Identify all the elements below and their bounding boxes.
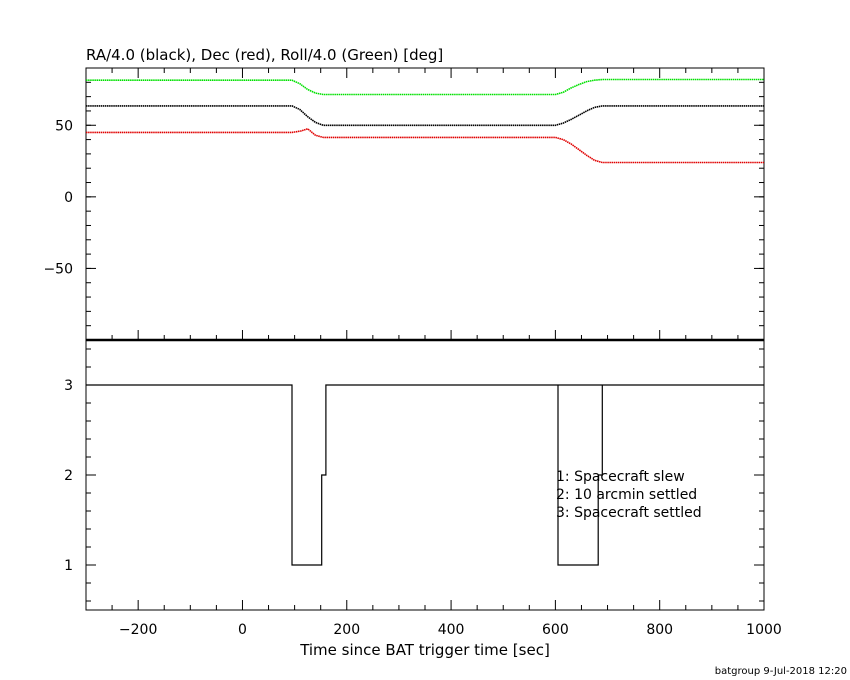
settle-step-line (557, 385, 603, 566)
chart-title: RA/4.0 (black), Dec (red), Roll/4.0 (Gre… (86, 46, 443, 64)
settle-step-line (86, 384, 764, 566)
series-line (86, 128, 764, 164)
legend-line: 2: 10 arcmin settled (556, 487, 697, 503)
series-line (86, 78, 764, 96)
x-tick-label: 600 (542, 622, 569, 638)
plot-frame (85, 67, 765, 341)
legend-line: 3: Spacecraft settled (556, 505, 702, 521)
x-tick-label: 1000 (746, 622, 782, 638)
y-tick-label: 50 (55, 118, 73, 134)
x-tick-label: 400 (438, 622, 465, 638)
x-tick-label: 200 (333, 622, 360, 638)
footer-credit: batgroup 9-Jul-2018 12:20 (715, 666, 847, 677)
y-tick-label: 3 (64, 378, 73, 394)
x-tick-label: −200 (119, 622, 157, 638)
y-tick-label: 2 (64, 468, 73, 484)
bottom-panel: 1 2 3 −200 0 200 400 600 800 1000 1: Spacecraft sl… (64, 338, 782, 638)
series-line (86, 105, 764, 127)
y-tick-label: −50 (43, 261, 73, 277)
y-tick-label: 0 (64, 190, 73, 206)
y-tick-label: 1 (64, 558, 73, 574)
x-tick-label: 800 (646, 622, 673, 638)
legend-line: 1: Spacecraft slew (556, 469, 685, 485)
top-panel: −50 0 50 (43, 67, 765, 341)
x-tick-label: 0 (238, 622, 247, 638)
x-axis-label: Time since BAT trigger time [sec] (299, 641, 550, 659)
